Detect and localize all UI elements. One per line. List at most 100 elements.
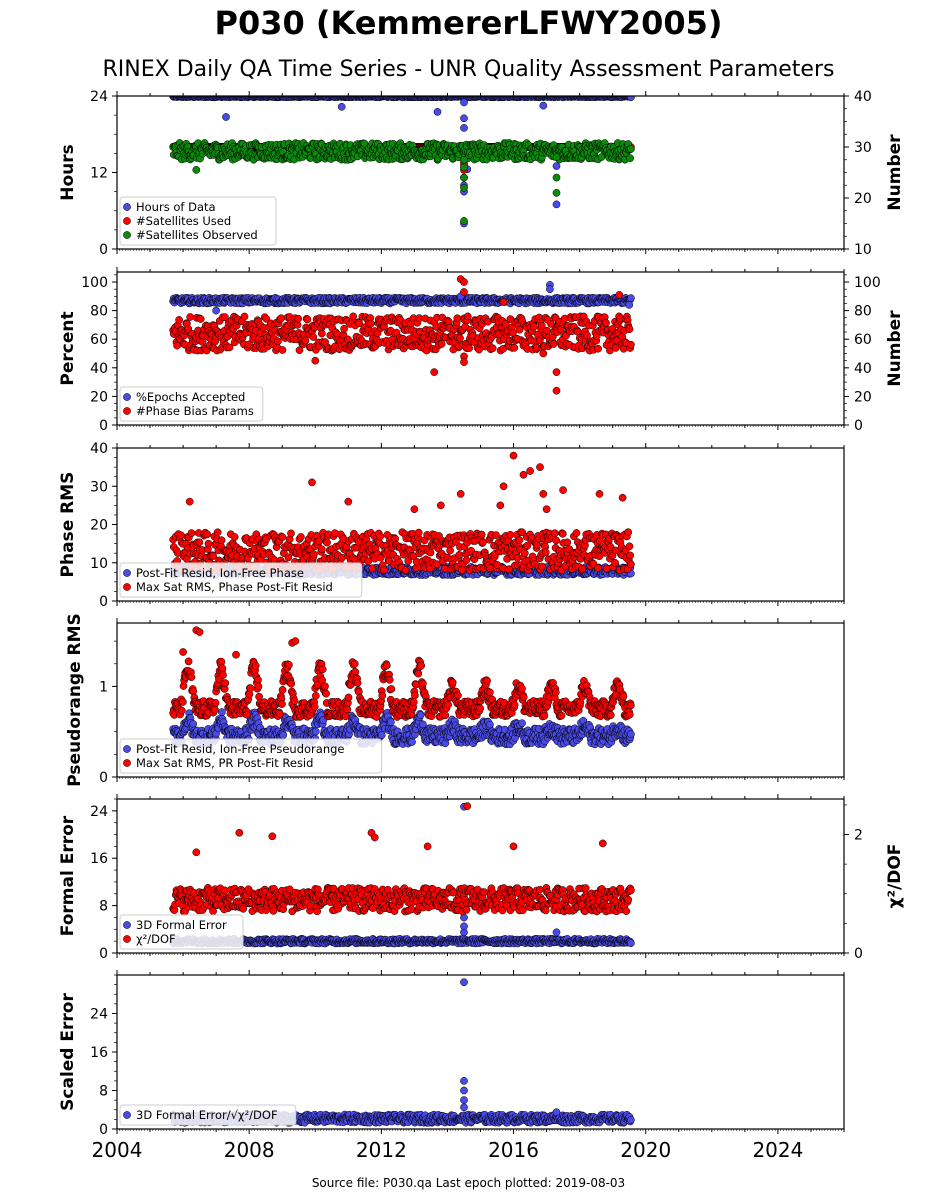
y-tick-label: 100 (81, 275, 108, 291)
figure-title: P030 (KemmererLFWY2005) (214, 4, 723, 42)
y2-tick-label: 0 (854, 418, 863, 434)
y-tick-label: 12 (90, 166, 108, 182)
y2-tick-label: 80 (854, 304, 872, 320)
y2-tick-label: 20 (854, 191, 872, 207)
data-point-blue (539, 101, 548, 110)
data-point-blue (337, 102, 346, 111)
data-point-red (549, 340, 558, 348)
data-point-red (349, 312, 358, 321)
data-point-red (198, 338, 207, 346)
y-tick-label: 24 (90, 89, 108, 105)
figure-subtitle: RINEX Daily QA Time Series - UNR Quality… (102, 57, 835, 82)
data-point-blue (460, 124, 468, 132)
data-point-red (460, 288, 468, 296)
y2-tick-label: 30 (854, 140, 872, 156)
panel-2: 0 20 40 60 80 100 0 20 40 60 80 100 Number Percent %Ep… (58, 267, 905, 434)
data-point-red (460, 278, 468, 286)
data-point-red (488, 344, 497, 353)
data-point-green (192, 166, 201, 174)
legend: Hours of Data#Satellites Used#Satellites… (119, 196, 277, 246)
data-point-blue (460, 114, 468, 123)
y-tick-label: 0 (99, 242, 108, 258)
data-point-red (175, 316, 183, 324)
legend-marker (123, 217, 131, 225)
y-axis-label: Percent (58, 311, 78, 385)
y2-axis-label: Number (885, 134, 905, 211)
data-point-red (625, 325, 634, 334)
panel-2-markers (169, 275, 635, 395)
legend-marker (123, 393, 131, 401)
data-point-red (460, 358, 468, 366)
y2-tick-label: 10 (854, 242, 872, 258)
y2-tick-label: 40 (854, 89, 872, 105)
data-point-red (456, 334, 464, 343)
data-point-red (317, 329, 326, 338)
legend-label: Hours of Data (136, 200, 216, 214)
data-point-red (627, 340, 635, 349)
panel-3-markers (169, 451, 635, 579)
data-point-red (465, 344, 473, 353)
data-point-blue (546, 285, 554, 294)
data-point-green (552, 189, 561, 197)
data-point-red (430, 368, 439, 376)
y2-tick-label: 100 (854, 275, 881, 291)
data-point-blue (625, 301, 634, 309)
y-tick-label: 0 (99, 418, 108, 434)
data-point-red (278, 346, 287, 354)
y-axis-label: Hours (58, 144, 78, 201)
legend-marker (123, 407, 131, 415)
data-point-red (594, 344, 602, 353)
data-point-green (552, 153, 561, 162)
y2-tick-label: 40 (854, 361, 872, 377)
data-point-red (530, 322, 538, 331)
data-point-red (173, 341, 181, 350)
y2-axis-label: Number (885, 310, 905, 387)
data-point-red (367, 319, 375, 328)
legend-label: #Satellites Used (136, 214, 231, 228)
data-point-red (552, 368, 561, 376)
legend-label: #Phase Bias Params (136, 404, 254, 418)
data-point-blue (222, 113, 230, 121)
data-point-red (274, 337, 282, 346)
data-point-blue (552, 200, 561, 209)
data-point-red (240, 312, 249, 321)
y-tick-label: 80 (90, 304, 108, 320)
y2-tick-label: 60 (854, 332, 872, 348)
data-point-blue (460, 98, 468, 107)
legend-marker (123, 203, 131, 211)
y-tick-label: 20 (90, 389, 108, 405)
data-point-green (460, 173, 468, 182)
data-point-red (303, 315, 312, 324)
data-point-red (552, 386, 561, 395)
legend: %Epochs Accepted#Phase Bias Params (119, 386, 264, 422)
data-point-green (460, 163, 468, 172)
data-point-blue (212, 306, 220, 315)
data-point-green (460, 155, 468, 164)
legend-label: #Satellites Observed (136, 228, 258, 242)
legend-marker (123, 231, 131, 239)
legend-label: %Epochs Accepted (136, 390, 245, 404)
data-point-red (309, 333, 318, 341)
y-tick-label: 40 (90, 361, 108, 377)
data-point-green (626, 154, 635, 163)
data-point-red (444, 317, 453, 326)
data-point-red (463, 312, 472, 321)
data-point-red (340, 324, 348, 333)
data-point-red (196, 315, 205, 323)
data-point-red (311, 356, 320, 365)
data-point-green (460, 183, 468, 192)
data-point-green (460, 217, 468, 225)
data-point-green (627, 145, 635, 153)
data-point-red (437, 340, 446, 348)
data-point-green (552, 173, 561, 182)
data-point-red (294, 314, 303, 323)
data-point-blue (433, 108, 442, 116)
data-point-red (499, 298, 508, 306)
data-point-red (453, 314, 462, 323)
data-point-red (539, 349, 548, 358)
y-tick-label: 60 (90, 332, 108, 348)
data-point-red (602, 319, 610, 327)
